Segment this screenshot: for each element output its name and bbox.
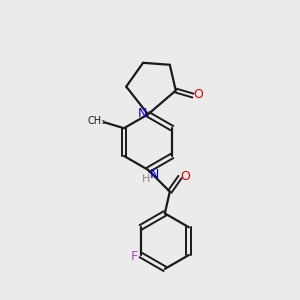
Text: H: H <box>142 174 150 184</box>
Text: N: N <box>149 168 159 181</box>
Text: O: O <box>193 88 203 101</box>
Text: O: O <box>180 169 190 182</box>
Text: F: F <box>130 250 137 263</box>
Text: CH₃: CH₃ <box>87 116 105 126</box>
Text: N: N <box>137 107 147 120</box>
